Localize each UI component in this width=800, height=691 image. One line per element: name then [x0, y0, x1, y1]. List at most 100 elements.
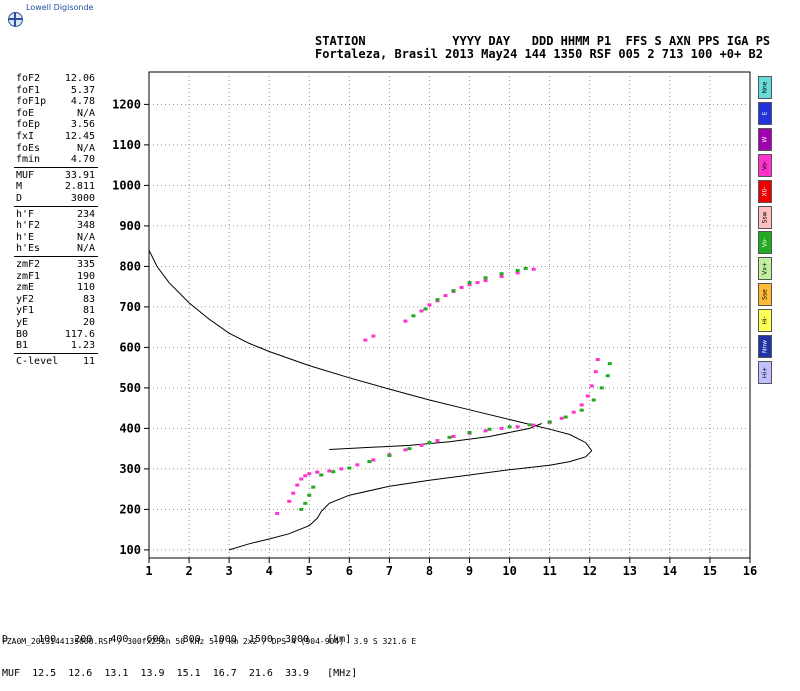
param-key: MUF: [16, 169, 35, 181]
echo-point: [403, 448, 408, 452]
param-value: 20: [82, 317, 95, 328]
echo-point: [591, 398, 596, 402]
echo-point: [419, 309, 424, 313]
param-row: foE N/A: [0, 108, 97, 120]
param-row: MUF 33.91: [0, 170, 97, 182]
echo-point: [585, 394, 590, 398]
echo-point: [435, 298, 440, 302]
x-tick-label: 4: [266, 564, 273, 578]
param-row: h'F 234: [0, 209, 97, 221]
echo-point: [315, 470, 320, 474]
echo-point: [307, 472, 312, 476]
echo-point: [515, 271, 520, 275]
echo-point: [599, 386, 604, 390]
echo-point: [589, 384, 594, 388]
y-tick-label: 500: [119, 381, 141, 395]
logo-text: Lowell Digisonde: [26, 3, 94, 12]
param-row: fmin 4.70: [0, 154, 97, 166]
echo-point: [311, 485, 316, 489]
x-tick-label: 3: [226, 564, 233, 578]
legend-label: Vo-: [761, 160, 769, 170]
legend-swatch: Sse: [758, 283, 772, 307]
param-key: B0: [16, 328, 29, 340]
param-key: h'F2: [16, 220, 41, 232]
echo-point: [447, 435, 452, 439]
echo-point: [595, 358, 600, 362]
param-key: yF1: [16, 305, 35, 317]
param-row: zmE 110: [0, 282, 97, 294]
echo-point: [291, 491, 296, 495]
param-value: 190: [76, 270, 95, 282]
echo-point: [387, 454, 392, 458]
legend-label: Vo-: [761, 238, 769, 248]
echo-point: [295, 483, 300, 487]
echo-point: [559, 416, 564, 420]
param-key: foEp: [16, 119, 41, 131]
y-tick-label: 1000: [112, 178, 141, 192]
param-key: fxI: [16, 131, 35, 142]
param-separator: [14, 352, 98, 354]
param-key: foF2: [16, 73, 41, 84]
y-tick-label: 1200: [112, 97, 141, 111]
param-row: fxI 12.45: [0, 131, 97, 143]
y-tick-label: 300: [119, 462, 141, 476]
param-key: C-level: [16, 355, 59, 367]
echo-point: [507, 425, 512, 429]
x-tick-label: 13: [623, 564, 637, 578]
param-key: zmE: [16, 282, 35, 294]
y-tick-label: 900: [119, 219, 141, 233]
echo-point: [527, 423, 532, 427]
param-row: zmF1 190: [0, 271, 97, 283]
echo-point: [467, 281, 472, 285]
legend-swatch: Nnw: [758, 335, 772, 358]
param-value: N/A: [76, 243, 95, 255]
echo-point: [547, 420, 552, 424]
param-key: foF1p: [16, 96, 47, 108]
param-value: 4.70: [70, 154, 95, 166]
echo-point: [435, 439, 440, 443]
distance-row: D 100 200 400 600 800 1000 1500 3000 [km…: [2, 634, 352, 645]
echo-point: [319, 473, 324, 477]
echo-point: [499, 426, 504, 430]
header-line-2: Fortaleza, Brasil 2013 May24 144 1350 RS…: [315, 47, 763, 61]
param-value: 81: [82, 305, 95, 317]
param-value: 12.06: [64, 73, 95, 84]
x-tick-label: 15: [703, 564, 717, 578]
echo-point: [451, 435, 456, 438]
param-value: 117.6: [64, 328, 95, 340]
echo-point: [275, 511, 280, 515]
echo-point: [467, 430, 472, 434]
echo-point: [571, 410, 576, 414]
param-key: h'E: [16, 231, 35, 243]
y-tick-label: 400: [119, 421, 141, 435]
param-row: h'F2 348: [0, 220, 97, 232]
param-value: 110: [76, 282, 95, 294]
legend-label: Hi-: [761, 316, 769, 325]
echo-point: [451, 289, 456, 293]
globe-icon: [8, 12, 23, 27]
param-value: N/A: [76, 142, 95, 154]
echo-point: [339, 467, 344, 471]
param-value: 11: [82, 355, 95, 367]
param-row: B1 1.23: [0, 340, 97, 352]
header-line-1: STATION YYYY DAY DDD HHMM P1 FFS S AXN P…: [315, 34, 771, 48]
echo-point: [331, 470, 336, 474]
x-tick-label: 6: [346, 564, 353, 578]
legend-swatch: Vo-: [758, 231, 772, 255]
param-value: 3000: [70, 193, 95, 204]
footer-file-info: FZA0M_2013144135000.RSF / 300fx256h 50 k…: [2, 637, 417, 646]
param-value: 2.811: [64, 181, 95, 193]
legend-swatch: Hi-: [758, 309, 772, 333]
legend-label: Sse: [761, 289, 769, 301]
param-value: 4.78: [70, 96, 95, 108]
echo-point: [427, 303, 432, 307]
param-key: zmF1: [16, 270, 41, 282]
param-key: h'F: [16, 208, 35, 220]
y-tick-label: 200: [119, 502, 141, 516]
echo-point: [299, 507, 304, 511]
logo: Lowell Digisonde: [8, 2, 128, 27]
param-row: foEp 3.56: [0, 119, 97, 131]
echo-point: [515, 425, 520, 429]
echo-point: [563, 415, 568, 419]
legend-swatch: W: [758, 127, 772, 151]
